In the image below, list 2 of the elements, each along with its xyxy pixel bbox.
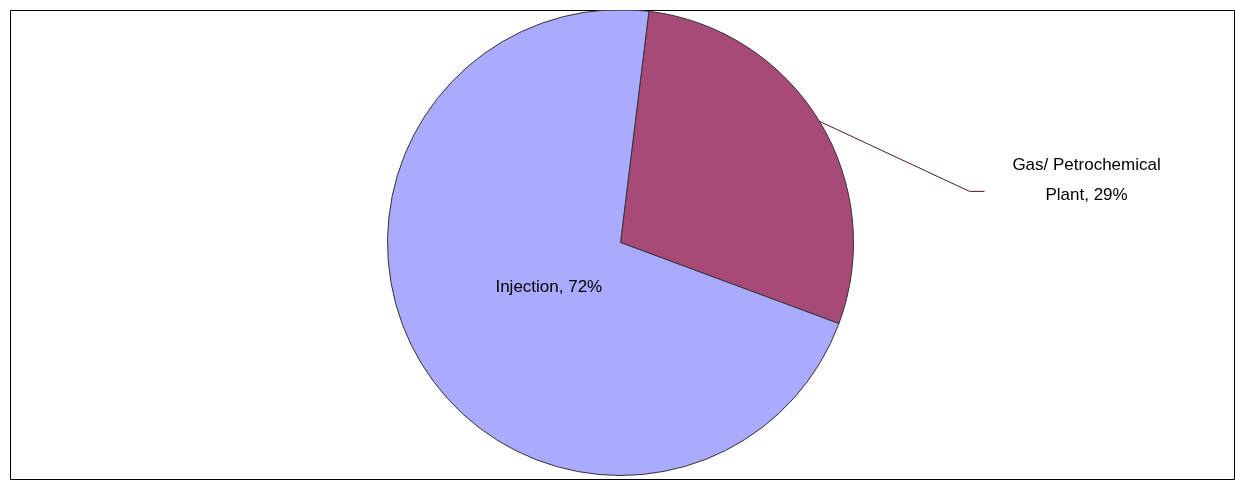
slice-label: Injection, 72% <box>495 276 603 296</box>
slice-label: Gas/ Petrochemical Plant, 29% <box>1012 154 1161 204</box>
